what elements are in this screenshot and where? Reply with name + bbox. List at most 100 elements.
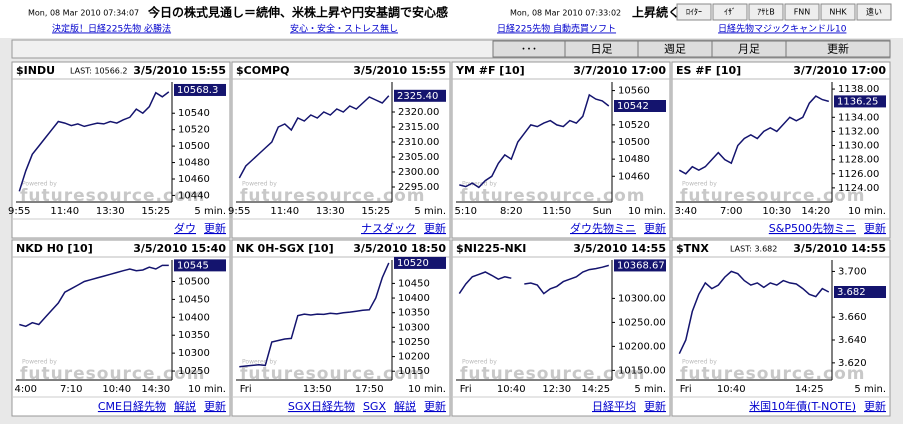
y-tick-label: 2310.00 xyxy=(398,137,439,148)
x-unit: 10 min. xyxy=(188,384,226,395)
header-button-label[interactable]: 遠い xyxy=(866,7,882,17)
x-tick-label: 5:10 xyxy=(455,206,477,217)
x-unit: 10 min. xyxy=(408,384,446,395)
y-tick-label: 10480 xyxy=(618,154,650,165)
footer-link[interactable]: SGX日経先物 xyxy=(288,399,355,413)
y-tick-label: 2295.00 xyxy=(398,182,439,193)
toolbar-button[interactable] xyxy=(785,40,891,58)
last-value-label: 10520 xyxy=(397,258,429,269)
footer-link[interactable]: 更新 xyxy=(864,399,886,413)
header-button-label[interactable]: ﾛｲﾀｰ xyxy=(686,8,702,17)
chart-title: ES #F [10] xyxy=(676,64,741,77)
watermark-small: Powered by xyxy=(242,359,277,366)
watermark-small: Powered by xyxy=(242,181,277,188)
y-tick-label: 3.660 xyxy=(838,312,867,323)
last-value-label: 10545 xyxy=(177,260,209,271)
x-tick-label: 13:30 xyxy=(316,206,345,217)
footer-link[interactable]: CME日経先物 xyxy=(98,399,166,413)
y-tick-label: 10520 xyxy=(618,120,650,131)
chart-panel: $NI225-NKI 3/5/2010 14:55 Powered byfuture… xyxy=(451,239,671,417)
y-tick-label: 10300 xyxy=(398,322,430,333)
chart-title: $TNX xyxy=(676,242,709,255)
watermark-small: Powered by xyxy=(462,359,497,366)
header-link[interactable]: 日経先物マジックキャンドル10 xyxy=(718,23,847,35)
news-time: Mon, 08 Mar 2010 07:33:02 xyxy=(510,9,621,18)
x-tick-label: Fri xyxy=(460,384,472,395)
x-unit: 10 min. xyxy=(848,206,886,217)
y-tick-label: 10500 xyxy=(618,137,650,148)
chart-date: 3/5/2010 15:55 xyxy=(353,64,446,77)
footer-link[interactable]: S&P500先物ミニ xyxy=(769,221,856,235)
header-link[interactable]: 安心・安全・ストレス無し xyxy=(290,23,398,35)
last-value-label: 3.682 xyxy=(837,287,866,298)
x-tick-label: 11:50 xyxy=(542,206,571,217)
x-tick-label: 12:30 xyxy=(542,384,571,395)
footer-link[interactable]: 日経平均 xyxy=(592,400,636,413)
panel-frame xyxy=(671,239,891,417)
x-unit: 10 min. xyxy=(628,206,666,217)
last-value-box xyxy=(394,89,446,102)
news-time: Mon, 08 Mar 2010 07:34:07 xyxy=(28,9,139,18)
chart-date: 3/5/2010 18:50 xyxy=(353,242,446,255)
y-tick-label: 10450 xyxy=(178,294,210,305)
x-tick-label: 13:50 xyxy=(303,384,332,395)
header-button[interactable] xyxy=(676,3,712,21)
footer-link[interactable]: 米国10年債(T-NOTE) xyxy=(749,399,856,413)
header-button-label[interactable]: ｱｻﾋB xyxy=(757,8,775,17)
header-button[interactable] xyxy=(748,3,784,21)
y-tick-label: 10480 xyxy=(178,158,210,169)
watermark: futuresource.com xyxy=(680,186,865,206)
toolbar-button-label[interactable]: 月足 xyxy=(738,43,760,56)
footer-link[interactable]: 解説 xyxy=(394,399,416,413)
footer-link[interactable]: 更新 xyxy=(204,221,226,235)
header-button[interactable] xyxy=(712,3,748,21)
header-button-label[interactable]: FNN xyxy=(794,8,811,17)
toolbar-button-label[interactable]: 更新 xyxy=(827,42,849,56)
header-button[interactable] xyxy=(784,3,820,21)
last-value-box xyxy=(174,83,226,96)
last-value-box xyxy=(834,95,886,108)
y-tick-label: 10440 xyxy=(178,190,210,201)
header-button[interactable] xyxy=(820,3,856,21)
y-tick-label: 1124.00 xyxy=(838,183,879,194)
toolbar-button-label[interactable]: 週足 xyxy=(664,43,686,56)
footer-link[interactable]: 更新 xyxy=(864,221,886,235)
chart-title: NK 0H-SGX [10] xyxy=(236,242,334,255)
y-tick-label: 10300 xyxy=(178,348,210,359)
header-button-label[interactable]: NHK xyxy=(829,8,847,17)
x-tick-label: 7:10 xyxy=(60,384,82,395)
header-button-label[interactable]: ｲｻﾞ xyxy=(724,8,736,17)
price-line xyxy=(459,93,610,189)
header-button[interactable] xyxy=(856,3,892,21)
chart-panel: $TNX LAST: 3.682 3/5/2010 14:55 Powered byf… xyxy=(671,239,891,417)
x-tick-label: 13:30 xyxy=(96,206,125,217)
chart-date: 3/5/2010 15:55 xyxy=(133,64,226,77)
footer-link[interactable]: 更新 xyxy=(644,399,666,413)
last-value-label: 10368.67 xyxy=(617,260,665,271)
header-link[interactable]: 決定版！日経225先物 必勝法 xyxy=(52,23,171,35)
price-line xyxy=(239,262,390,368)
footer-link[interactable]: ナスダック xyxy=(361,221,416,235)
footer-link[interactable]: 更新 xyxy=(204,399,226,413)
headline[interactable]: 今日の株式見通し＝続伸、米株上昇や円安基調で安心感 xyxy=(147,5,448,20)
footer-link[interactable]: 更新 xyxy=(424,221,446,235)
footer-link[interactable]: 更新 xyxy=(644,221,666,235)
watermark-small: Powered by xyxy=(22,181,57,188)
chart-title: $COMPQ xyxy=(236,64,289,77)
header-link[interactable]: 日経225先物 自動売買ソフト xyxy=(497,23,616,35)
footer-link[interactable]: 解説 xyxy=(174,399,196,413)
chart-date: 3/7/2010 17:00 xyxy=(793,64,886,77)
last-value-box xyxy=(834,286,886,298)
chart-title: $INDU xyxy=(16,64,55,77)
toolbar-button-label[interactable]: 日足 xyxy=(591,43,613,56)
footer-link[interactable]: SGX xyxy=(363,400,387,413)
x-tick-label: 3:40 xyxy=(675,206,697,217)
footer-link[interactable]: ダウ xyxy=(174,221,196,235)
price-line xyxy=(458,264,610,295)
chart-date: 3/5/2010 14:55 xyxy=(573,242,666,255)
y-tick-label: 10200 xyxy=(398,352,430,363)
footer-link[interactable]: 更新 xyxy=(424,399,446,413)
toolbar-button-label[interactable]: ･･･ xyxy=(521,43,538,56)
last-value-box xyxy=(614,100,666,112)
footer-link[interactable]: ダウ先物ミニ xyxy=(570,221,636,235)
